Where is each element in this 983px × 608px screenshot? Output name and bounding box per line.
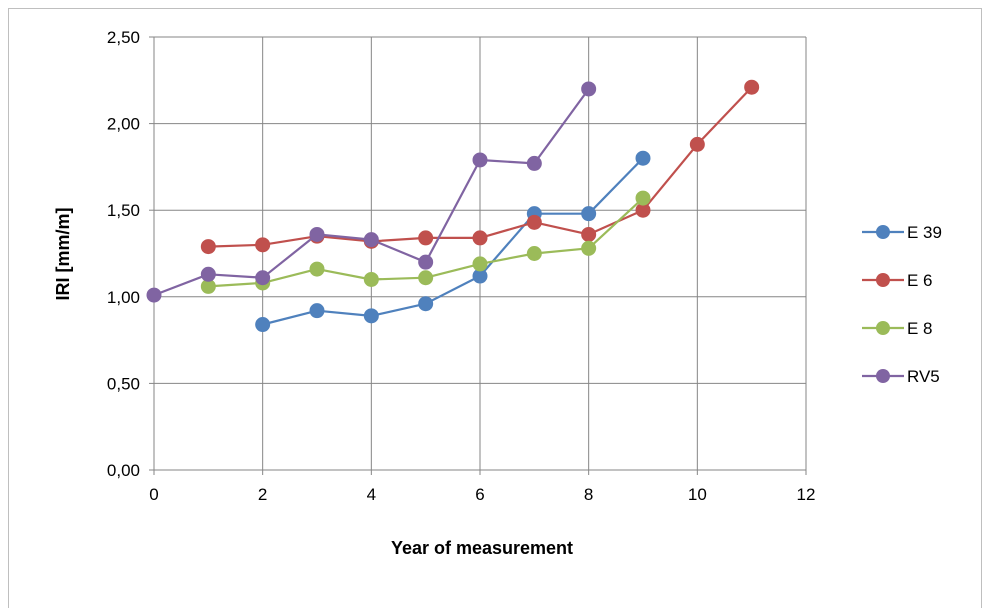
data-point: [309, 226, 325, 242]
data-point: [146, 287, 162, 303]
data-point: [363, 232, 379, 248]
legend-item: RV5: [862, 367, 940, 386]
series-e-6: [200, 79, 760, 255]
data-point: [255, 270, 271, 286]
data-point: [472, 152, 488, 168]
grid-lines: [153, 36, 807, 471]
data-point: [472, 230, 488, 246]
y-tick-label: 0,00: [107, 461, 140, 480]
data-point: [635, 150, 651, 166]
data-point: [418, 270, 434, 286]
x-tick-label: 10: [688, 485, 707, 504]
data-point: [418, 230, 434, 246]
y-tick-label: 0,50: [107, 374, 140, 393]
data-point: [472, 256, 488, 272]
y-tick-label: 2,50: [107, 28, 140, 47]
x-axis-title: Year of measurement: [391, 538, 573, 558]
data-point: [418, 254, 434, 270]
legend-marker: [876, 321, 890, 335]
x-tick-label: 0: [149, 485, 158, 504]
series-e-39: [255, 150, 651, 333]
x-tick-label: 8: [584, 485, 593, 504]
legend-item: E 6: [862, 271, 933, 290]
data-point: [200, 239, 216, 255]
tick-labels: 0,00 0,50 1,00 1,50 2,00 2,50 0 2 4 6 8 10 12: [107, 28, 816, 504]
data-point: [418, 296, 434, 312]
x-tick-label: 6: [475, 485, 484, 504]
x-tick-label: 12: [797, 485, 816, 504]
data-point: [526, 246, 542, 261]
legend-marker: [876, 273, 890, 287]
data-point: [363, 308, 379, 324]
y-axis-title: IRI [mm/m]: [53, 207, 73, 300]
x-tick-label: 4: [367, 485, 376, 504]
data-point: [255, 237, 271, 253]
data-point: [526, 214, 542, 230]
data-point: [581, 240, 597, 256]
legend-label: E 6: [907, 271, 933, 290]
legend-label: E 8: [907, 319, 933, 338]
data-point: [200, 266, 216, 282]
data-point: [635, 190, 651, 206]
series-line: [262, 157, 644, 326]
legend-label: RV5: [907, 367, 940, 386]
data-point: [255, 317, 271, 333]
data-point: [309, 303, 325, 319]
line-chart: 0,00 0,50 1,00 1,50 2,00 2,50 0 2 4 6 8 10 12 Year o…: [53, 28, 942, 558]
data-point: [309, 261, 325, 277]
data-point: [363, 271, 379, 287]
y-tick-label: 1,00: [107, 288, 140, 307]
series-e-8: [200, 190, 651, 294]
chart-frame: [8, 8, 982, 608]
legend-marker: [876, 369, 890, 383]
data-point: [581, 81, 597, 97]
legend-marker: [876, 225, 890, 239]
legend-item: E 8: [862, 319, 933, 338]
data-point: [526, 155, 542, 171]
data-point: [581, 226, 597, 242]
series-lines: [146, 79, 760, 333]
legend-item: E 39: [862, 223, 942, 242]
y-tick-label: 1,50: [107, 201, 140, 220]
legend: E 39 E 6 E 8 RV5: [862, 223, 942, 386]
axes: [149, 36, 807, 475]
x-tick-label: 2: [258, 485, 267, 504]
series-rv5: [146, 81, 597, 303]
data-point: [744, 79, 760, 95]
y-tick-label: 2,00: [107, 115, 140, 134]
data-point: [581, 206, 597, 222]
legend-label: E 39: [907, 223, 942, 242]
data-point: [689, 136, 705, 152]
